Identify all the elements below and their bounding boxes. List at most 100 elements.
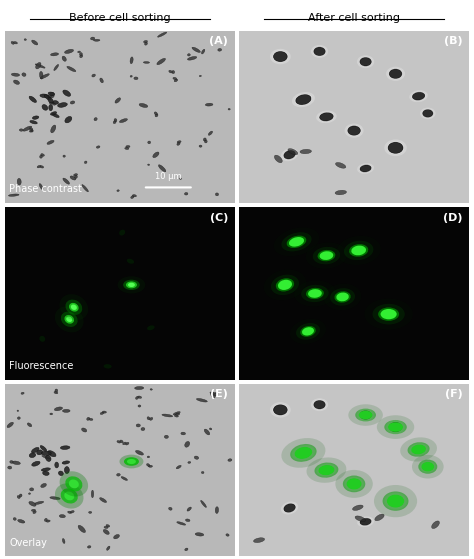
- Ellipse shape: [22, 73, 26, 77]
- Ellipse shape: [176, 465, 181, 469]
- Ellipse shape: [201, 471, 204, 473]
- Ellipse shape: [337, 292, 349, 301]
- Ellipse shape: [343, 476, 365, 492]
- Ellipse shape: [23, 126, 32, 131]
- Ellipse shape: [136, 424, 140, 427]
- Ellipse shape: [64, 315, 74, 324]
- Ellipse shape: [28, 493, 30, 494]
- Ellipse shape: [7, 422, 13, 428]
- Ellipse shape: [420, 461, 436, 472]
- Text: Fluorescence: Fluorescence: [9, 361, 74, 371]
- Ellipse shape: [39, 336, 45, 342]
- Ellipse shape: [82, 428, 87, 432]
- Ellipse shape: [296, 448, 311, 458]
- Ellipse shape: [177, 141, 181, 143]
- Ellipse shape: [313, 247, 340, 264]
- Ellipse shape: [69, 494, 73, 497]
- Ellipse shape: [27, 423, 32, 427]
- Ellipse shape: [319, 466, 333, 475]
- Ellipse shape: [52, 102, 55, 105]
- Ellipse shape: [117, 473, 120, 476]
- Ellipse shape: [228, 459, 232, 461]
- Ellipse shape: [117, 190, 119, 192]
- Ellipse shape: [187, 507, 191, 511]
- Ellipse shape: [48, 451, 56, 457]
- Ellipse shape: [195, 533, 204, 536]
- Ellipse shape: [316, 464, 337, 476]
- Ellipse shape: [409, 443, 428, 456]
- Ellipse shape: [30, 121, 37, 124]
- Ellipse shape: [319, 112, 333, 121]
- Ellipse shape: [330, 288, 355, 306]
- Ellipse shape: [96, 146, 100, 148]
- Ellipse shape: [199, 145, 202, 147]
- Ellipse shape: [306, 243, 347, 269]
- Ellipse shape: [387, 495, 404, 508]
- Ellipse shape: [61, 312, 78, 327]
- Ellipse shape: [55, 462, 58, 468]
- Ellipse shape: [123, 442, 126, 445]
- Ellipse shape: [128, 283, 135, 287]
- Ellipse shape: [44, 94, 51, 100]
- Ellipse shape: [31, 509, 36, 511]
- Ellipse shape: [423, 110, 433, 117]
- Ellipse shape: [58, 471, 64, 476]
- Ellipse shape: [89, 511, 92, 513]
- Ellipse shape: [205, 103, 213, 106]
- Ellipse shape: [215, 392, 218, 394]
- Ellipse shape: [319, 465, 335, 475]
- Text: After cell sorting: After cell sorting: [308, 13, 400, 23]
- Ellipse shape: [360, 165, 371, 172]
- Ellipse shape: [384, 139, 407, 156]
- Ellipse shape: [201, 49, 205, 54]
- Ellipse shape: [319, 251, 333, 260]
- Ellipse shape: [114, 534, 119, 539]
- Ellipse shape: [40, 165, 44, 168]
- Ellipse shape: [292, 446, 315, 461]
- Ellipse shape: [157, 32, 167, 37]
- Ellipse shape: [119, 119, 128, 122]
- Ellipse shape: [264, 269, 306, 300]
- Text: (D): (D): [443, 212, 462, 222]
- Ellipse shape: [55, 306, 83, 333]
- Ellipse shape: [48, 92, 55, 96]
- Ellipse shape: [78, 51, 81, 53]
- Ellipse shape: [316, 111, 337, 123]
- Text: Before cell sorting: Before cell sorting: [69, 13, 171, 23]
- Ellipse shape: [355, 409, 376, 421]
- Ellipse shape: [62, 56, 66, 61]
- Ellipse shape: [408, 442, 429, 457]
- Ellipse shape: [348, 479, 360, 489]
- Ellipse shape: [411, 444, 426, 454]
- Ellipse shape: [54, 391, 58, 394]
- Ellipse shape: [192, 47, 201, 53]
- Ellipse shape: [126, 442, 129, 445]
- Ellipse shape: [421, 462, 434, 471]
- Ellipse shape: [311, 398, 328, 411]
- Ellipse shape: [19, 129, 23, 131]
- Ellipse shape: [345, 124, 364, 138]
- Ellipse shape: [360, 411, 371, 419]
- Ellipse shape: [335, 291, 351, 302]
- Ellipse shape: [48, 97, 53, 103]
- Ellipse shape: [173, 411, 180, 415]
- Ellipse shape: [273, 405, 287, 415]
- Ellipse shape: [360, 58, 371, 66]
- Ellipse shape: [52, 113, 59, 117]
- Ellipse shape: [383, 491, 409, 511]
- Ellipse shape: [199, 75, 201, 77]
- Ellipse shape: [215, 506, 219, 514]
- Ellipse shape: [131, 196, 134, 198]
- Ellipse shape: [40, 94, 49, 98]
- Ellipse shape: [104, 527, 108, 528]
- Ellipse shape: [360, 518, 371, 525]
- Ellipse shape: [13, 518, 16, 520]
- Ellipse shape: [284, 504, 295, 512]
- Ellipse shape: [47, 140, 54, 144]
- Ellipse shape: [29, 501, 36, 506]
- Ellipse shape: [55, 484, 83, 509]
- Ellipse shape: [164, 435, 168, 438]
- Ellipse shape: [278, 280, 292, 290]
- Ellipse shape: [63, 155, 65, 157]
- Ellipse shape: [130, 57, 133, 64]
